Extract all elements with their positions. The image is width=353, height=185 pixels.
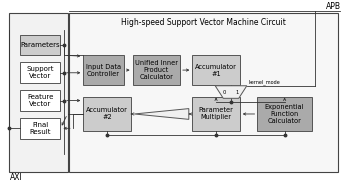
Bar: [10, 13, 67, 172]
Bar: [20, 63, 60, 83]
Bar: [69, 13, 338, 172]
Text: APB: APB: [326, 2, 341, 11]
Text: Feature
Vector: Feature Vector: [27, 94, 53, 107]
Text: Support
Vector: Support Vector: [26, 66, 54, 79]
Bar: [192, 97, 240, 131]
Text: Accumulator
#2: Accumulator #2: [86, 107, 128, 120]
Bar: [83, 97, 131, 131]
Text: Unified Inner
Product
Calculator: Unified Inner Product Calculator: [135, 60, 178, 80]
Text: 1: 1: [236, 90, 239, 95]
Text: Accumulator
#1: Accumulator #1: [195, 64, 237, 77]
Text: Parameter
Multiplier: Parameter Multiplier: [199, 107, 233, 120]
Text: High-speed Support Vector Machine Circuit: High-speed Support Vector Machine Circui…: [121, 18, 286, 27]
Polygon shape: [134, 109, 189, 119]
Text: Parameters: Parameters: [20, 42, 60, 48]
Bar: [20, 35, 60, 55]
Polygon shape: [215, 86, 247, 98]
Text: kernel_mode: kernel_mode: [249, 79, 280, 85]
Text: 0: 0: [223, 90, 226, 95]
Bar: [20, 118, 60, 139]
Bar: [132, 55, 180, 85]
Bar: [83, 55, 124, 85]
Bar: [192, 55, 240, 85]
Text: Final
Result: Final Result: [30, 122, 51, 135]
Text: AXI: AXI: [10, 173, 22, 182]
Text: Exponential
Function
Calculator: Exponential Function Calculator: [265, 104, 304, 124]
Text: Input Data
Controller: Input Data Controller: [86, 64, 121, 77]
Bar: [257, 97, 312, 131]
Bar: [20, 90, 60, 111]
